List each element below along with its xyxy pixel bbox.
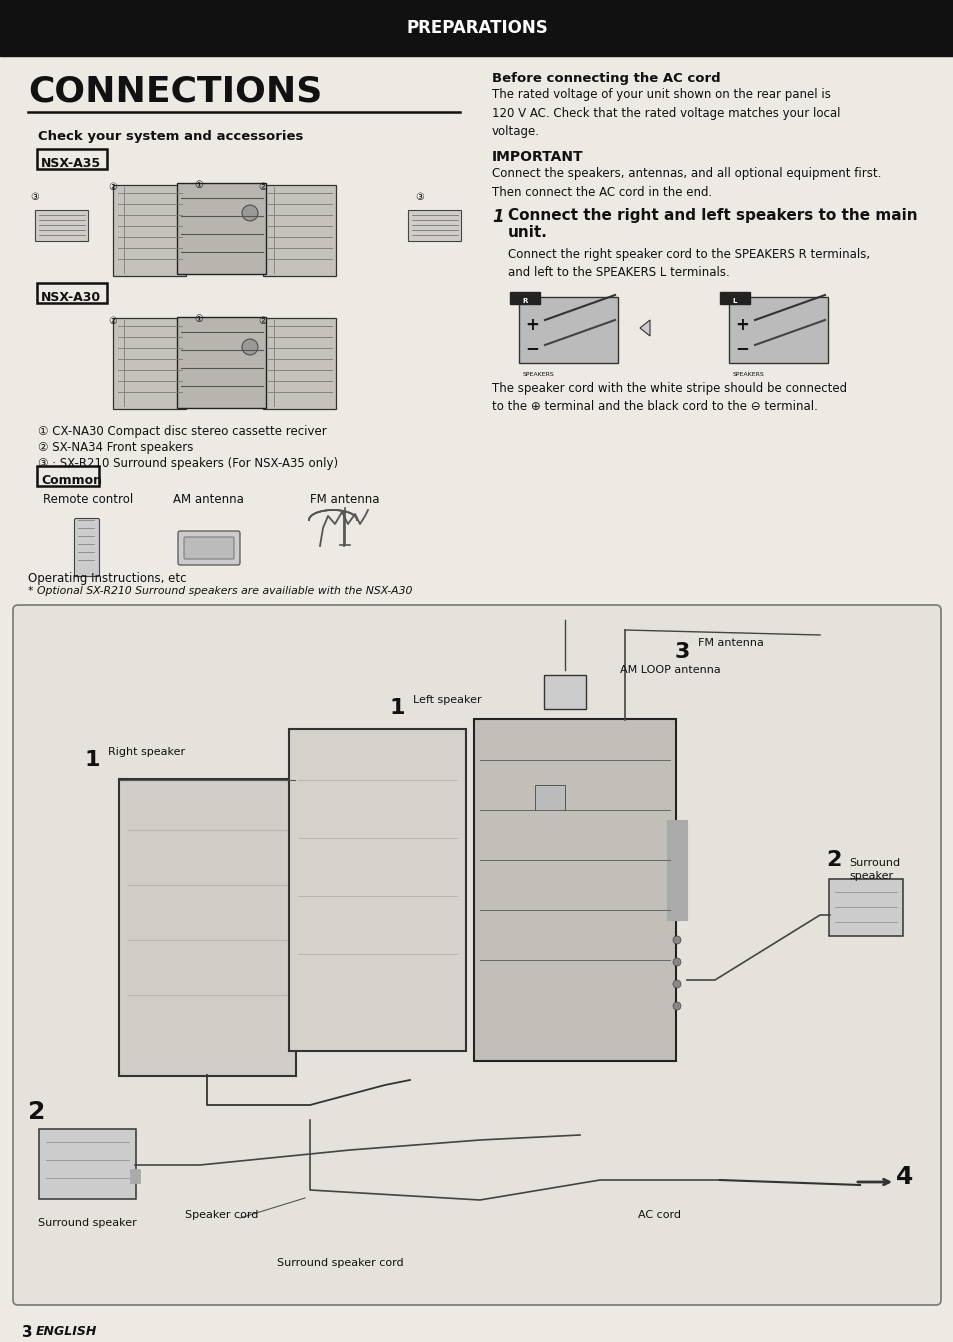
Text: The speaker cord with the white stripe should be connected
to the ⊕ terminal and: The speaker cord with the white stripe s… (492, 382, 846, 413)
Text: Connect the right and left speakers to the main
unit.: Connect the right and left speakers to t… (507, 208, 917, 240)
Text: Surround speaker: Surround speaker (38, 1219, 136, 1228)
Text: 1: 1 (390, 698, 405, 718)
Text: SPEAKERS: SPEAKERS (522, 372, 554, 377)
FancyBboxPatch shape (543, 675, 585, 709)
FancyBboxPatch shape (13, 605, 940, 1304)
Text: NSX-A30: NSX-A30 (41, 291, 101, 305)
Text: SPEAKERS: SPEAKERS (732, 372, 764, 377)
Text: +: + (735, 315, 748, 334)
Text: ②: ② (257, 315, 267, 326)
FancyBboxPatch shape (263, 184, 336, 275)
Bar (510, 293, 539, 305)
Text: Before connecting the AC cord: Before connecting the AC cord (492, 72, 720, 85)
FancyBboxPatch shape (74, 518, 99, 577)
FancyBboxPatch shape (37, 149, 107, 169)
Text: CONNECTIONS: CONNECTIONS (28, 75, 322, 109)
Text: * Optional SX-R210 Surround speakers are availiable with the NSX-A30: * Optional SX-R210 Surround speakers are… (28, 586, 412, 596)
Bar (130, 1169, 140, 1184)
Text: The rated voltage of your unit shown on the rear panel is
120 V AC. Check that t: The rated voltage of your unit shown on … (492, 89, 840, 138)
Text: Check your system and accessories: Check your system and accessories (38, 130, 303, 144)
Bar (0, 0, 953, 56)
Circle shape (672, 1002, 680, 1011)
Text: Remote control: Remote control (43, 493, 133, 506)
Text: 3: 3 (675, 641, 690, 662)
Circle shape (672, 935, 680, 943)
FancyBboxPatch shape (263, 318, 336, 408)
Polygon shape (639, 319, 649, 336)
Text: ③: ③ (30, 192, 39, 203)
Circle shape (672, 980, 680, 988)
Text: Speaker cord: Speaker cord (185, 1210, 258, 1220)
FancyBboxPatch shape (408, 209, 461, 240)
Text: ③ · SX-R210 Surround speakers (For NSX-A35 only): ③ · SX-R210 Surround speakers (For NSX-A… (38, 458, 337, 470)
FancyBboxPatch shape (289, 729, 465, 1051)
Text: L: L (732, 298, 737, 305)
Text: 1: 1 (492, 208, 503, 225)
Text: 2: 2 (28, 1100, 46, 1125)
FancyBboxPatch shape (37, 466, 99, 486)
FancyBboxPatch shape (177, 183, 266, 274)
FancyBboxPatch shape (37, 283, 107, 303)
FancyBboxPatch shape (177, 317, 266, 408)
Text: ENGLISH: ENGLISH (36, 1325, 97, 1338)
Text: ①: ① (193, 314, 203, 323)
FancyBboxPatch shape (39, 1129, 136, 1198)
Text: Common: Common (41, 474, 102, 487)
Text: ③: ③ (415, 192, 423, 203)
Text: FM antenna: FM antenna (698, 637, 763, 648)
Text: Surround speaker cord: Surround speaker cord (276, 1257, 403, 1268)
Text: Connect the right speaker cord to the SPEAKERS R terminals,
and left to the SPEA: Connect the right speaker cord to the SP… (507, 248, 869, 279)
Text: NSX-A35: NSX-A35 (41, 157, 101, 170)
Circle shape (242, 205, 257, 221)
Text: −: − (735, 340, 748, 357)
FancyBboxPatch shape (828, 879, 902, 935)
Text: IMPORTANT: IMPORTANT (492, 150, 583, 164)
Text: AM antenna: AM antenna (172, 493, 243, 506)
Text: ②: ② (257, 183, 267, 192)
Text: Right speaker: Right speaker (108, 747, 185, 757)
FancyBboxPatch shape (474, 719, 676, 1062)
Text: Left speaker: Left speaker (413, 695, 481, 705)
Circle shape (242, 340, 257, 356)
Text: FM antenna: FM antenna (310, 493, 379, 506)
Text: AC cord: AC cord (638, 1210, 680, 1220)
FancyBboxPatch shape (184, 537, 233, 560)
Text: −: − (524, 340, 538, 357)
Text: ②: ② (108, 315, 116, 326)
Text: ① CX-NA30 Compact disc stereo cassette reciver: ① CX-NA30 Compact disc stereo cassette r… (38, 425, 327, 437)
Text: ①: ① (193, 180, 203, 191)
Text: Operating Instructions, etc: Operating Instructions, etc (28, 572, 186, 585)
Text: ②: ② (108, 183, 116, 192)
Text: 3: 3 (22, 1325, 32, 1341)
FancyBboxPatch shape (119, 778, 295, 1076)
Text: Connect the speakers, antennas, and all optional equipment first.
Then connect t: Connect the speakers, antennas, and all … (492, 166, 881, 199)
FancyBboxPatch shape (35, 209, 89, 240)
Text: 2: 2 (825, 849, 841, 870)
Text: ② SX-NA34 Front speakers: ② SX-NA34 Front speakers (38, 442, 193, 454)
Bar (535, 785, 564, 811)
Text: 4: 4 (895, 1165, 912, 1189)
FancyBboxPatch shape (113, 184, 186, 275)
FancyBboxPatch shape (178, 531, 240, 565)
Text: +: + (524, 315, 538, 334)
Text: 1: 1 (85, 750, 100, 770)
Text: PREPARATIONS: PREPARATIONS (406, 19, 547, 38)
Bar (720, 293, 749, 305)
Text: Surround
speaker: Surround speaker (848, 858, 900, 882)
Text: R: R (521, 298, 527, 305)
FancyBboxPatch shape (519, 297, 618, 362)
Circle shape (672, 958, 680, 966)
Bar (666, 820, 686, 921)
FancyBboxPatch shape (729, 297, 827, 362)
FancyBboxPatch shape (113, 318, 186, 408)
Text: AM LOOP antenna: AM LOOP antenna (619, 666, 720, 675)
